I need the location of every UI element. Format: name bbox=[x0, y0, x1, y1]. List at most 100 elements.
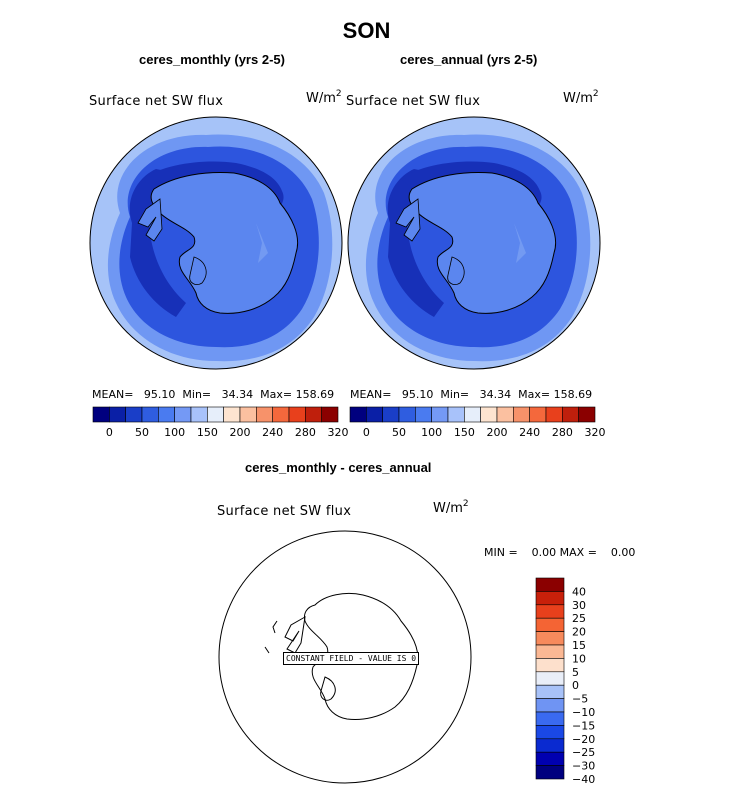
panel-2-colorbar-swatch bbox=[366, 406, 383, 423]
panel-3-colorbar-tick-label: −40 bbox=[572, 773, 595, 786]
panel-2-colorbar-swatch bbox=[415, 406, 432, 423]
panel-1-colorbar-swatch bbox=[174, 406, 192, 423]
panel-1-colorbar-tick-label: 50 bbox=[135, 426, 149, 439]
panel-1-colorbar-swatch bbox=[223, 406, 241, 423]
panel-2-units: W/m2 bbox=[563, 89, 599, 106]
panel-1-colorbar-swatch bbox=[109, 406, 126, 423]
panel-2-colorbar-swatch bbox=[480, 406, 498, 423]
panel-1-colorbar-swatch bbox=[190, 406, 208, 423]
panel-1-colorbar-tick-label: 0 bbox=[106, 426, 113, 439]
panel-1-mean: MEAN= 95.10 bbox=[92, 388, 176, 401]
panel-2-colorbar-swatch bbox=[431, 406, 449, 423]
panel-1-colorbar-swatch bbox=[288, 406, 306, 423]
panel-1-colorbar-tick-label: 150 bbox=[197, 426, 218, 439]
panel-3-colorbar-swatch bbox=[535, 631, 565, 646]
panel-1-colorbar-swatch bbox=[239, 406, 257, 423]
constant-field-annotation: CONSTANT FIELD - VALUE IS 0 bbox=[283, 652, 420, 665]
panel-3-colorbar-swatch bbox=[535, 577, 565, 592]
panel-3-colorbar-tick-label: 40 bbox=[572, 585, 586, 598]
panel-3-colorbar-swatch bbox=[535, 725, 565, 740]
panel-3-title: ceres_monthly - ceres_annual bbox=[245, 460, 432, 475]
panel-3-colorbar-tick-label: −15 bbox=[572, 719, 595, 732]
panel-3-colorbar-swatch bbox=[535, 711, 565, 726]
panel-1-units: W/m2 bbox=[306, 89, 342, 106]
panel-2-map bbox=[348, 117, 600, 369]
panel-3-minmax: MIN = 0.00 MAX = 0.00 bbox=[484, 546, 636, 559]
panel-2-colorbar-swatch bbox=[545, 406, 563, 423]
panel-2-stats: MEAN= 95.10 Min= 34.34 Max= 158.69 bbox=[350, 388, 592, 401]
panel-2-colorbar-tick-label: 0 bbox=[363, 426, 370, 439]
panel-2-colorbar-swatch bbox=[382, 406, 400, 423]
panel-3-colorbar-tick-label: 30 bbox=[572, 599, 586, 612]
panel-1-colorbar-swatch bbox=[321, 406, 339, 423]
panel-2-colorbar-swatch bbox=[513, 406, 530, 423]
panel-2-colorbar-swatch bbox=[562, 406, 579, 423]
panel-3-colorbar-swatch bbox=[535, 765, 565, 780]
panel-3-colorbar-swatch bbox=[535, 658, 565, 673]
panel-2-colorbar-tick-label: 100 bbox=[421, 426, 442, 439]
panel-3-colorbar-swatch bbox=[535, 751, 565, 766]
panel-3-colorbar-swatch bbox=[535, 617, 565, 632]
panel-2-colorbar-tick-label: 280 bbox=[552, 426, 573, 439]
panel-2-map-border bbox=[347, 116, 601, 370]
panel-1-colorbar-tick-label: 280 bbox=[295, 426, 316, 439]
panel-2-colorbar-swatch bbox=[496, 406, 514, 423]
panel-2-colorbar-swatch bbox=[398, 406, 416, 423]
panel-1-colorbar-tick-label: 200 bbox=[230, 426, 251, 439]
panel-3-colorbar-tick-label: 10 bbox=[572, 652, 586, 665]
panel-3-colorbar-tick-label: 0 bbox=[572, 679, 579, 692]
panel-3-colorbar-tick-label: 20 bbox=[572, 626, 586, 639]
panel-3-colorbar-swatch bbox=[535, 604, 565, 619]
panel-3-colorbar-swatch bbox=[535, 591, 565, 606]
panel-2-mean: MEAN= 95.10 bbox=[350, 388, 434, 401]
panel-2-colorbar-tick-label: 200 bbox=[487, 426, 508, 439]
panel-3-colorbar-tick-label: −30 bbox=[572, 760, 595, 773]
panel-3-colorbar-swatch bbox=[535, 738, 565, 753]
panel-3-colorbar-tick-label: 5 bbox=[572, 666, 579, 679]
panel-3-colorbar-swatch bbox=[535, 698, 565, 713]
panel-2-colorbar-tick-label: 50 bbox=[392, 426, 406, 439]
panel-2-variable-label: Surface net SW flux bbox=[346, 94, 481, 109]
panel-2-colorbar-tick-label: 320 bbox=[585, 426, 606, 439]
figure-title: SON bbox=[342, 18, 391, 43]
panel-3-units: W/m2 bbox=[433, 499, 469, 516]
panel-1-colorbar-swatch bbox=[272, 406, 290, 423]
panel-1-max: Max= 158.69 bbox=[260, 388, 335, 401]
panel-1-colorbar-swatch bbox=[305, 406, 322, 423]
panel-1-colorbar-swatch bbox=[141, 406, 159, 423]
panel-2-colorbar-swatch bbox=[529, 406, 547, 423]
panel-1-colorbar-swatch bbox=[158, 406, 175, 423]
panel-1-map-border bbox=[89, 116, 343, 370]
panel-3-colorbar-tick-label: 15 bbox=[572, 639, 586, 652]
panel-3-colorbar-tick-label: −5 bbox=[572, 693, 588, 706]
panel-1-colorbar-swatch bbox=[256, 406, 273, 423]
panel-2-colorbar-swatch bbox=[447, 406, 465, 423]
panel-1-colorbar-tick-label: 320 bbox=[328, 426, 349, 439]
panel-2-colorbar-tick-label: 240 bbox=[519, 426, 540, 439]
panel-3-colorbar-tick-label: −10 bbox=[572, 706, 595, 719]
panel-3-colorbar-swatch bbox=[535, 684, 565, 699]
panel-1-colorbar-swatch bbox=[125, 406, 143, 423]
panel-1-colorbar: 0 50 100 150 200 240 280 320 bbox=[92, 406, 349, 439]
panel-3-colorbar-tick-label: 25 bbox=[572, 612, 586, 625]
panel-3-coastline bbox=[264, 592, 419, 720]
panel-1-colorbar-tick-label: 240 bbox=[262, 426, 283, 439]
panel-2-title: ceres_annual (yrs 2-5) bbox=[400, 52, 538, 67]
panel-1-colorbar-tick-label: 100 bbox=[164, 426, 185, 439]
panel-1-min: Min= 34.34 bbox=[182, 388, 254, 401]
panel-2-colorbar-swatch bbox=[464, 406, 481, 423]
panel-3-colorbar-swatch bbox=[535, 671, 565, 686]
panel-3-colorbar-tick-label: −20 bbox=[572, 733, 595, 746]
panel-1-title: ceres_monthly (yrs 2-5) bbox=[139, 52, 285, 67]
panel-1-colorbar-swatch bbox=[207, 406, 224, 423]
panel-2-colorbar: 0 50 100 150 200 240 280 320 bbox=[349, 406, 606, 439]
panel-2-colorbar-tick-label: 150 bbox=[454, 426, 475, 439]
panel-3-variable-label: Surface net SW flux bbox=[217, 504, 352, 519]
panel-3-colorbar-swatch bbox=[535, 644, 565, 659]
panel-1-map bbox=[90, 117, 342, 369]
panel-1-stats: MEAN= 95.10 Min= 34.34 Max= 158.69 bbox=[92, 388, 334, 401]
panel-2-colorbar-swatch bbox=[349, 406, 367, 423]
panel-1-colorbar-swatch bbox=[92, 406, 110, 423]
panel-2-colorbar-swatch bbox=[578, 406, 596, 423]
